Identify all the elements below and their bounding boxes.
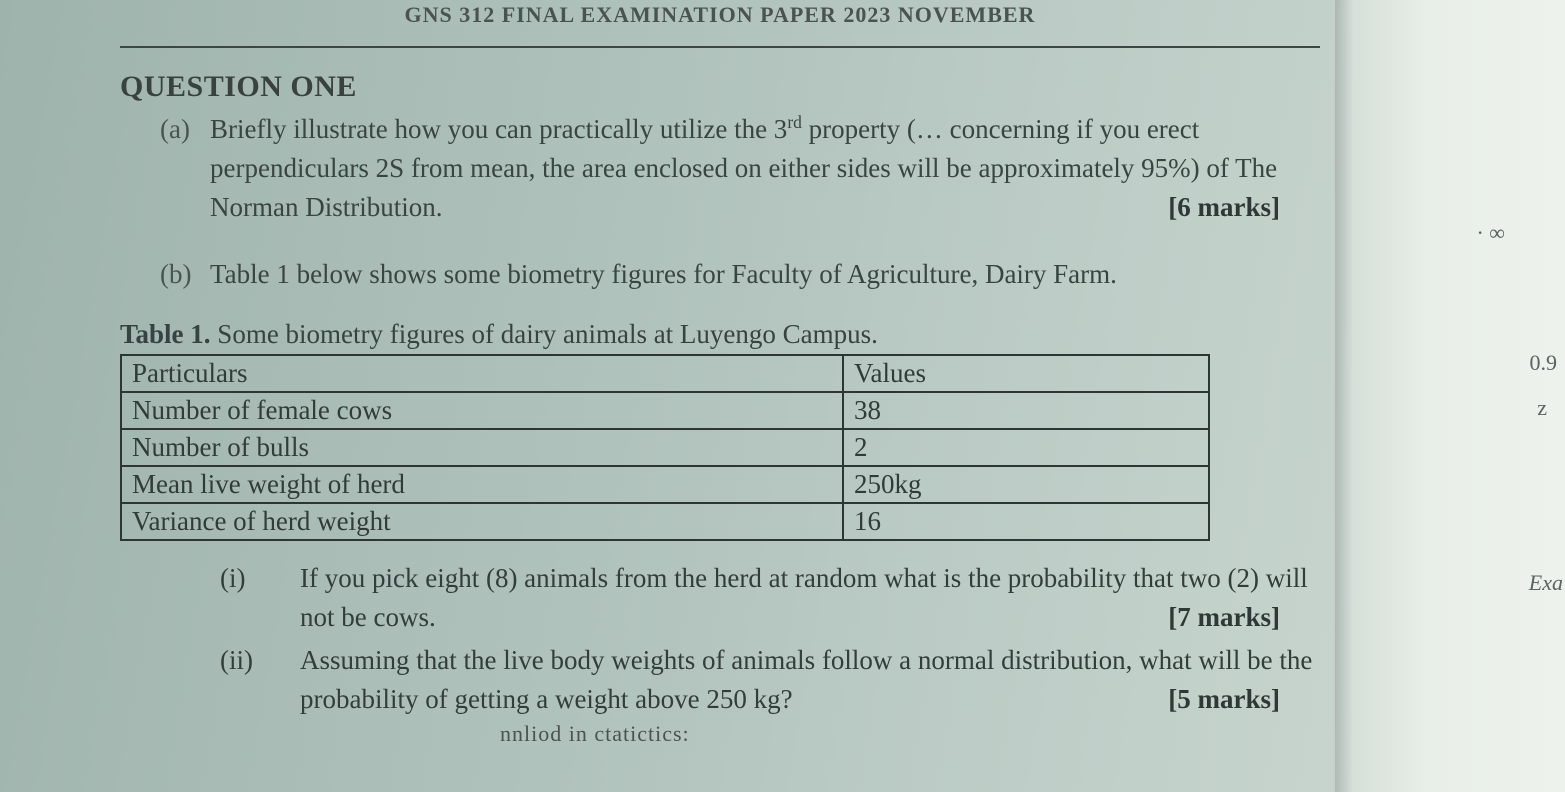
table-cell: Number of bulls bbox=[121, 429, 843, 466]
scratch-note: · ∞ bbox=[1476, 220, 1505, 246]
table-row: Mean live weight of herd 250kg bbox=[121, 466, 1209, 503]
table-cell: 16 bbox=[843, 503, 1209, 540]
table-row: Number of female cows 38 bbox=[121, 392, 1209, 429]
sub-ii-text: Assuming that the live body weights of a… bbox=[300, 645, 1312, 714]
sub-i-body: If you pick eight (8) animals from the h… bbox=[300, 559, 1320, 637]
sub-ii: (ii) Assuming that the live body weights… bbox=[220, 641, 1320, 719]
part-a-body: Briefly illustrate how you can practical… bbox=[210, 110, 1320, 227]
exam-page: GNS 312 FINAL EXAMINATION PAPER 2023 NOV… bbox=[120, 0, 1320, 747]
sub-i-text: If you pick eight (8) animals from the h… bbox=[300, 563, 1308, 632]
header-rule bbox=[120, 46, 1320, 48]
sub-i: (i) If you pick eight (8) animals from t… bbox=[220, 559, 1320, 637]
paper-header: GNS 312 FINAL EXAMINATION PAPER 2023 NOV… bbox=[120, 0, 1320, 28]
scratch-note: Exa bbox=[1529, 570, 1563, 596]
sub-i-label: (i) bbox=[220, 559, 300, 637]
page-edge-stack: · ∞ 0.9 z Exa bbox=[1333, 0, 1565, 792]
part-a: (a) Briefly illustrate how you can pract… bbox=[160, 110, 1320, 227]
table-cell: 38 bbox=[843, 392, 1209, 429]
scratch-note: 0.9 bbox=[1530, 350, 1558, 376]
table-caption: Table 1. Some biometry figures of dairy … bbox=[120, 319, 1320, 350]
sub-ii-label: (ii) bbox=[220, 641, 300, 719]
part-a-text-1: Briefly illustrate how you can practical… bbox=[210, 114, 787, 144]
part-a-label: (a) bbox=[160, 110, 210, 227]
table-cell: Mean live weight of herd bbox=[121, 466, 843, 503]
scratch-note: z bbox=[1537, 395, 1547, 421]
table-caption-bold: Table 1. bbox=[120, 319, 211, 349]
biometry-table: Particulars Values Number of female cows… bbox=[120, 354, 1210, 541]
sub-i-marks: [7 marks] bbox=[1168, 598, 1280, 637]
table-cell: 2 bbox=[843, 429, 1209, 466]
table-cell: Variance of herd weight bbox=[121, 503, 843, 540]
part-a-marks: [6 marks] bbox=[1168, 188, 1280, 227]
part-b-body: Table 1 below shows some biometry figure… bbox=[210, 255, 1320, 294]
question-title: QUESTION ONE bbox=[120, 70, 1320, 104]
cutoff-text: nnliod in ctatictics: bbox=[500, 721, 1320, 747]
table-caption-rest: Some biometry figures of dairy animals a… bbox=[211, 319, 878, 349]
table-cell: 250kg bbox=[843, 466, 1209, 503]
table-cell: Number of female cows bbox=[121, 392, 843, 429]
sub-ii-body: Assuming that the live body weights of a… bbox=[300, 641, 1320, 719]
table-row: Number of bulls 2 bbox=[121, 429, 1209, 466]
table-cell: Values bbox=[843, 355, 1209, 392]
sub-ii-marks: [5 marks] bbox=[1168, 680, 1280, 719]
part-b-label: (b) bbox=[160, 255, 210, 294]
table-row: Variance of herd weight 16 bbox=[121, 503, 1209, 540]
table-row: Particulars Values bbox=[121, 355, 1209, 392]
part-b: (b) Table 1 below shows some biometry fi… bbox=[160, 255, 1320, 294]
table-cell: Particulars bbox=[121, 355, 843, 392]
part-a-sup: rd bbox=[787, 112, 802, 132]
